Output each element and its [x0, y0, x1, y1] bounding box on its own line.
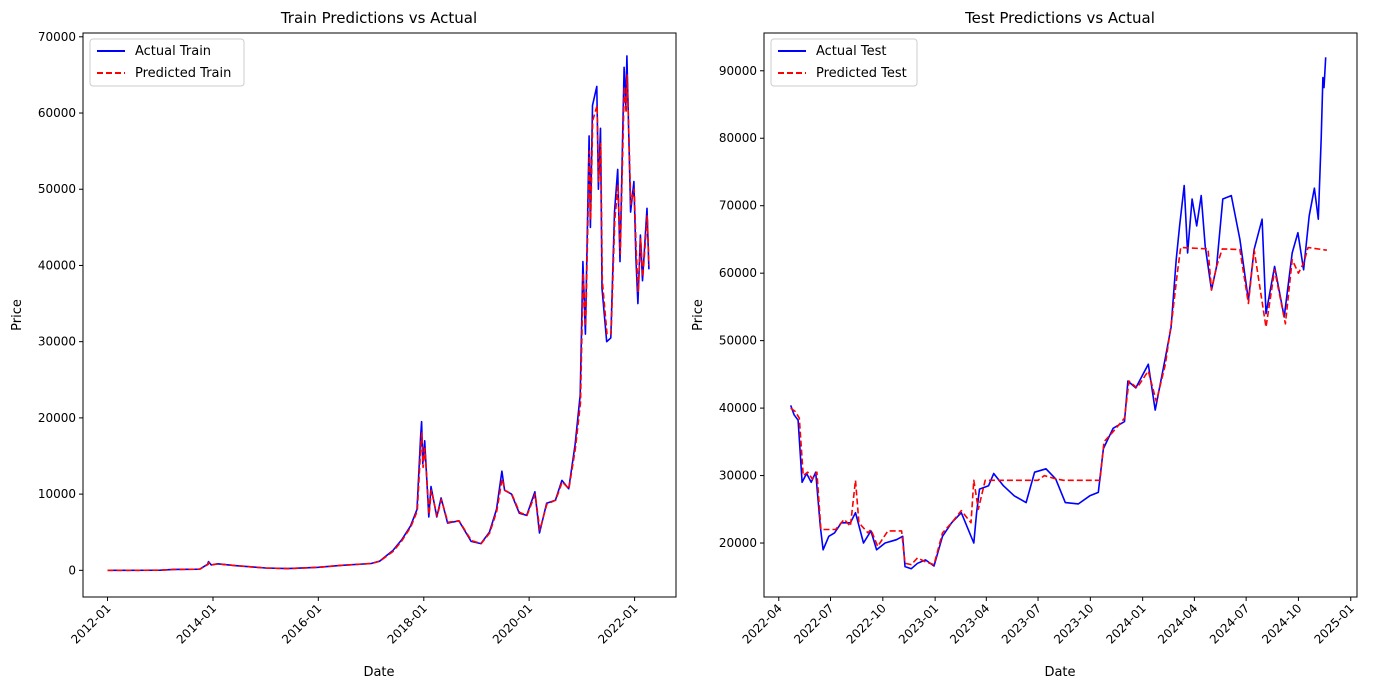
plot-area: [82, 32, 677, 598]
test-chart: Test Predictions vs Actual 2022-04 2022-0…: [691, 9, 1358, 680]
legend: Actual Train Predicted Train: [89, 38, 245, 87]
y-tick-label: 50000: [719, 334, 757, 348]
plot-background: [764, 33, 1357, 597]
x-tick-label: 2022-01: [595, 601, 640, 646]
plot-background: [83, 33, 676, 597]
y-tick-label: 10000: [38, 487, 76, 501]
y-tick-label: 30000: [719, 469, 757, 483]
y-axis-ticks: 0 10000 20000 30000 40000 50000 60000 70000: [38, 30, 83, 577]
series-line-predicted: [790, 246, 1328, 566]
series-lines: [789, 57, 1328, 570]
series-lines: [107, 55, 650, 572]
train-chart: Train Predictions vs Actual 2012-01 2014-…: [10, 9, 677, 680]
x-tick-label: 2023-07: [999, 601, 1044, 646]
x-axis-label: Date: [363, 665, 394, 680]
y-tick-label: 90000: [719, 64, 757, 78]
plot-area: [763, 32, 1358, 598]
x-tick-label: 2025-01: [1312, 601, 1357, 646]
x-axis-ticks: 2022-04 2022-07 2022-10 2023-01 2023-04 2023-…: [740, 597, 1357, 647]
x-tick-label: 2022-07: [791, 601, 836, 646]
x-tick-label: 2018-01: [385, 601, 430, 646]
x-axis-label: Date: [1044, 665, 1075, 680]
legend-box: [770, 38, 918, 87]
x-tick-label: 2023-01: [896, 601, 941, 646]
x-tick-label: 2022-10: [844, 601, 889, 646]
legend-label-predicted: Predicted Test: [816, 66, 907, 81]
x-tick-label: 2016-01: [279, 601, 324, 646]
legend-box: [89, 38, 245, 87]
y-tick-label: 60000: [719, 266, 757, 280]
legend-label-predicted: Predicted Train: [135, 66, 231, 81]
plot-frame: [82, 32, 677, 598]
legend: Actual Test Predicted Test: [770, 38, 918, 87]
y-axis-label: Price: [691, 299, 706, 331]
x-axis-ticks: 2012-01 2014-01 2016-01 2018-01 2020-01 2022-…: [68, 597, 641, 647]
y-tick-label: 30000: [38, 335, 76, 349]
plot-frame: [763, 32, 1358, 598]
x-tick-label: 2024-04: [1155, 601, 1200, 646]
y-tick-label: 20000: [38, 411, 76, 425]
y-tick-label: 20000: [719, 536, 757, 550]
y-axis-label: Price: [10, 299, 25, 331]
y-tick-label: 40000: [719, 401, 757, 415]
x-tick-label: 2022-04: [740, 601, 785, 646]
y-tick-label: 40000: [38, 258, 76, 272]
y-tick-label: 80000: [719, 131, 757, 145]
chart-title: Test Predictions vs Actual: [964, 9, 1155, 27]
legend-label-actual: Actual Test: [816, 44, 886, 59]
x-tick-label: 2012-01: [68, 601, 113, 646]
x-tick-label: 2020-01: [490, 601, 535, 646]
legend-label-actual: Actual Train: [135, 44, 211, 59]
x-tick-label: 2024-10: [1259, 601, 1304, 646]
y-tick-label: 50000: [38, 182, 76, 196]
y-tick-label: 60000: [38, 106, 76, 120]
x-tick-label: 2024-01: [1103, 601, 1148, 646]
x-tick-label: 2014-01: [174, 601, 219, 646]
series-line-predicted: [107, 74, 650, 572]
x-tick-label: 2024-07: [1207, 601, 1252, 646]
x-tick-label: 2023-10: [1051, 601, 1096, 646]
x-tick-label: 2023-04: [947, 601, 992, 646]
y-axis-ticks: 20000 30000 40000 50000 60000 70000 80000 90000: [719, 64, 764, 550]
series-line-actual: [789, 57, 1327, 570]
y-tick-label: 70000: [38, 30, 76, 44]
y-tick-label: 0: [68, 563, 76, 577]
y-tick-label: 70000: [719, 199, 757, 213]
chart-title: Train Predictions vs Actual: [280, 9, 477, 27]
